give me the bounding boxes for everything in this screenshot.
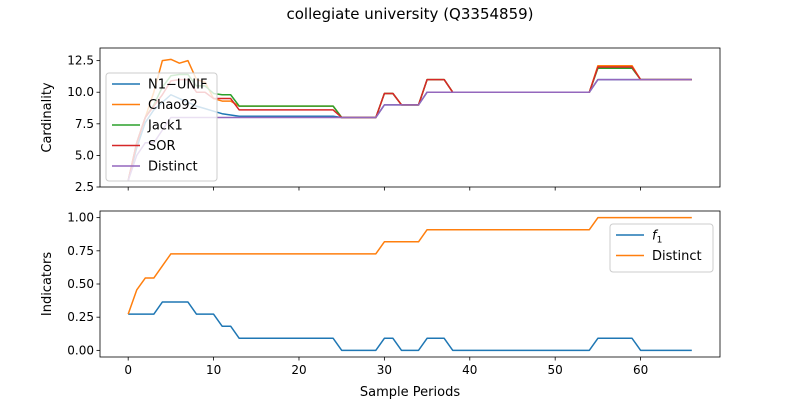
y-tick-label: 0.75 bbox=[67, 244, 94, 258]
plot-frame bbox=[99, 47, 721, 188]
x-tick-label: 60 bbox=[633, 363, 648, 377]
legend-label-4: Distinct bbox=[148, 160, 198, 175]
figure-title: collegiate university (Q3354859) bbox=[286, 5, 533, 23]
legend-label-0: f1 bbox=[652, 229, 662, 246]
y-tick-label: 7.5 bbox=[75, 117, 94, 131]
x-tick-label: 0 bbox=[124, 363, 132, 377]
y-axis-label: Cardinality bbox=[40, 82, 55, 153]
legend-label-3: SOR bbox=[148, 139, 176, 154]
legend-label-1: Distinct bbox=[652, 249, 702, 264]
y-axis-label: Indicators bbox=[40, 252, 55, 316]
y-tick-label: 2.5 bbox=[75, 180, 94, 194]
y-tick-label: 0.25 bbox=[67, 310, 94, 324]
cardinality-chart: 2.5 5.0 7.5 10.0 12.5 Cardinality N1−UNIF Chao9… bbox=[40, 47, 721, 194]
legend-label-2: Jack1 bbox=[147, 119, 183, 134]
legend-label-1: Chao92 bbox=[148, 98, 198, 113]
x-tick-label: 10 bbox=[206, 363, 221, 377]
indicators-chart: 0.00 0.25 0.50 0.75 1.00 0 10 20 30 40 50 60 Indicat… bbox=[40, 210, 721, 400]
y-tick-label: 0.00 bbox=[67, 343, 94, 357]
x-tick-label: 20 bbox=[291, 363, 306, 377]
x-tick-label: 50 bbox=[548, 363, 563, 377]
series-line-0 bbox=[128, 301, 692, 352]
y-tick-label: 10.0 bbox=[67, 85, 94, 99]
legend-box bbox=[609, 223, 714, 273]
y-tick-label: 0.50 bbox=[67, 277, 94, 291]
y-tick-label: 12.5 bbox=[67, 54, 94, 68]
x-axis-label: Sample Periods bbox=[360, 385, 460, 400]
legend-box bbox=[105, 72, 218, 182]
x-tick-label: 40 bbox=[462, 363, 477, 377]
y-tick-label: 5.0 bbox=[75, 148, 94, 162]
x-tick-label: 30 bbox=[377, 363, 392, 377]
series-line-1 bbox=[127, 216, 692, 315]
legend-label-0: N1−UNIF bbox=[148, 78, 207, 93]
y-tick-label: 1.00 bbox=[67, 211, 94, 225]
